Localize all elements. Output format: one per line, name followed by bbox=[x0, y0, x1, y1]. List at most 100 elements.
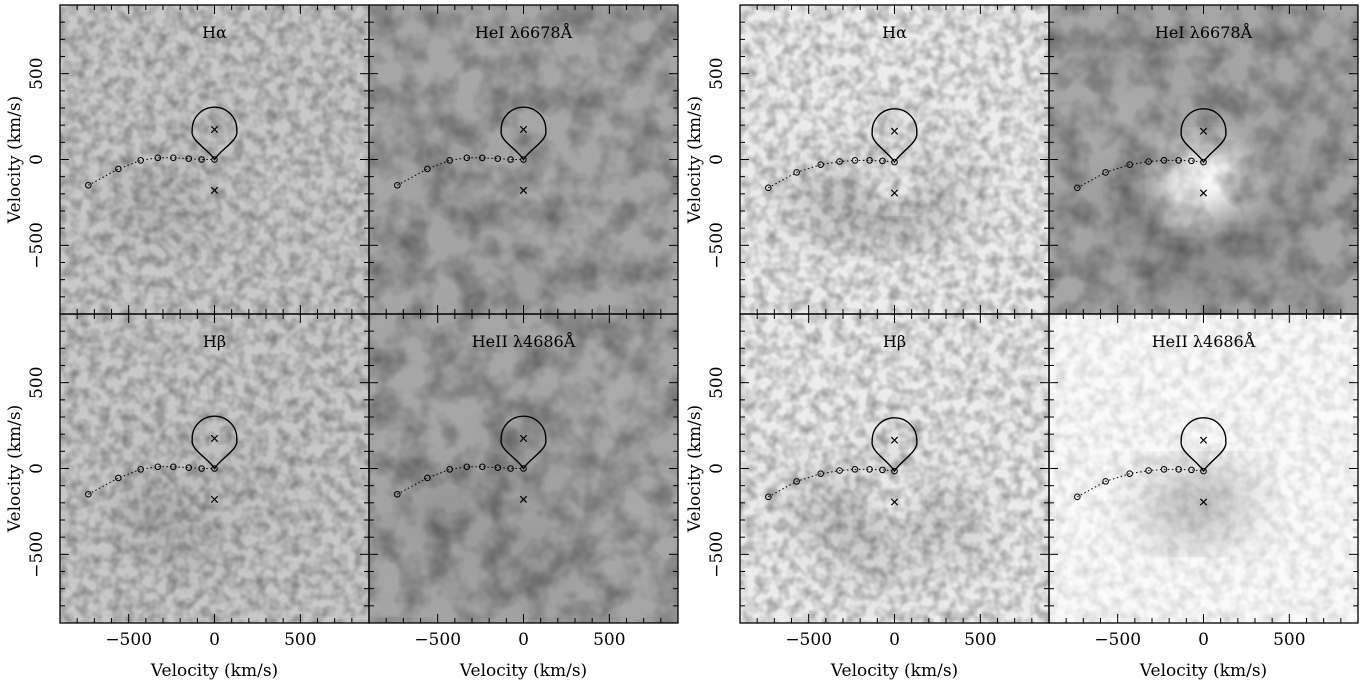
gas-stream-marker bbox=[494, 155, 502, 162]
primary-star-marker bbox=[1199, 189, 1208, 197]
gas-stream-marker bbox=[85, 181, 92, 189]
roche-lobe-outline bbox=[871, 417, 918, 473]
secondary-star-marker bbox=[519, 125, 528, 134]
secondary-star-marker bbox=[890, 127, 899, 135]
primary-star-marker bbox=[890, 498, 899, 506]
gas-stream-marker bbox=[154, 154, 162, 162]
gas-stream-marker bbox=[836, 467, 843, 474]
gas-stream-marker bbox=[1102, 169, 1109, 176]
y-tick-label: 0 bbox=[27, 463, 47, 474]
x-tick-label: −500 bbox=[414, 630, 461, 650]
roche-lobe-outline bbox=[500, 415, 547, 470]
gas-stream-marker bbox=[446, 466, 453, 473]
gas-stream-marker bbox=[765, 493, 772, 501]
overlay-right-4 bbox=[1074, 417, 1227, 506]
overlay-left-3 bbox=[85, 415, 238, 504]
y-tick-label: −500 bbox=[707, 531, 727, 578]
roche-lobe-outline bbox=[191, 415, 238, 470]
secondary-star-marker bbox=[210, 434, 219, 443]
gas-stream-marker bbox=[1160, 466, 1168, 473]
primary-star-marker bbox=[519, 495, 528, 504]
overlay-right-1 bbox=[765, 108, 918, 197]
gas-stream-path bbox=[768, 468, 895, 498]
roche-lobe-outline bbox=[191, 106, 238, 161]
y-tick-label: 0 bbox=[27, 154, 47, 165]
x-tick-label: −500 bbox=[105, 630, 152, 650]
gas-stream-marker bbox=[879, 157, 886, 165]
x-tick-label: 0 bbox=[518, 630, 529, 650]
gas-stream-marker bbox=[424, 474, 431, 482]
gas-stream-marker bbox=[154, 463, 162, 471]
x-tick-label: 500 bbox=[593, 630, 625, 650]
gas-stream-marker bbox=[211, 156, 218, 163]
gas-stream-marker bbox=[198, 465, 205, 472]
gas-stream-marker bbox=[185, 155, 193, 162]
gas-stream-marker bbox=[879, 466, 886, 474]
panel-label: HeI λ6678Å bbox=[475, 22, 573, 42]
frame-right-3 bbox=[739, 313, 1050, 624]
y-tick-label: −500 bbox=[707, 222, 727, 269]
gas-stream-path bbox=[1077, 159, 1204, 189]
gas-stream-marker bbox=[836, 158, 843, 165]
panel-label: HeII λ4686Å bbox=[1152, 331, 1256, 351]
panel-image bbox=[369, 5, 678, 314]
y-tick-label: 500 bbox=[27, 57, 47, 89]
gas-stream-marker bbox=[1200, 158, 1207, 166]
gas-stream-marker bbox=[115, 165, 122, 173]
y-tick-label: 500 bbox=[27, 366, 47, 398]
x-axis-title: Velocity (km/s) bbox=[830, 661, 958, 681]
gas-stream-path bbox=[397, 466, 524, 495]
gas-stream-marker bbox=[520, 156, 527, 163]
gas-stream-marker bbox=[1102, 478, 1109, 485]
gas-stream-marker bbox=[137, 157, 144, 164]
gas-stream-marker bbox=[817, 161, 824, 168]
overlay-right-3 bbox=[765, 417, 918, 506]
gas-stream-marker bbox=[1188, 466, 1195, 474]
gas-stream-path bbox=[768, 159, 895, 189]
overlay-right-2 bbox=[1074, 108, 1227, 197]
gas-stream-marker bbox=[198, 156, 205, 163]
overlay-left-1 bbox=[85, 106, 238, 195]
gas-stream-marker bbox=[424, 165, 431, 173]
gas-stream-path bbox=[1077, 468, 1204, 498]
panel-label: Hβ bbox=[883, 332, 906, 351]
y-tick-label: −500 bbox=[27, 222, 47, 269]
gas-stream-marker bbox=[1175, 157, 1182, 164]
gas-stream-marker bbox=[211, 465, 218, 472]
panel-label: Hα bbox=[882, 23, 907, 42]
gas-stream-marker bbox=[1188, 157, 1195, 165]
panel-left-2 bbox=[369, 5, 678, 314]
gas-stream-marker bbox=[463, 154, 471, 162]
gas-stream-marker bbox=[1126, 161, 1133, 168]
gas-stream-marker bbox=[1074, 493, 1081, 501]
primary-star-marker bbox=[210, 186, 219, 195]
y-tick-label: 0 bbox=[707, 154, 727, 165]
secondary-star-marker bbox=[519, 434, 528, 443]
y-axis-title: Velocity (km/s) bbox=[685, 405, 705, 533]
gas-stream-marker bbox=[494, 464, 502, 471]
gas-stream-marker bbox=[866, 157, 873, 164]
overlay-layer bbox=[85, 106, 1227, 506]
gas-stream-marker bbox=[479, 154, 486, 162]
gas-stream-marker bbox=[507, 465, 514, 472]
gas-stream-marker bbox=[170, 154, 177, 162]
gas-stream-marker bbox=[520, 465, 527, 472]
x-tick-label: 500 bbox=[1273, 630, 1305, 650]
primary-star-marker bbox=[1199, 498, 1208, 506]
x-axis-title: Velocity (km/s) bbox=[459, 661, 587, 681]
primary-star-marker bbox=[210, 495, 219, 504]
y-tick-label: 0 bbox=[707, 463, 727, 474]
roche-lobe-outline bbox=[871, 108, 918, 164]
panel-label: HeII λ4686Å bbox=[472, 331, 576, 351]
panel-right-3 bbox=[740, 314, 1049, 623]
x-axis-title: Velocity (km/s) bbox=[150, 661, 278, 681]
gas-stream-marker bbox=[1145, 158, 1152, 165]
gas-stream-marker bbox=[793, 478, 800, 485]
y-tick-label: 500 bbox=[707, 366, 727, 398]
gas-stream-marker bbox=[507, 156, 514, 163]
x-tick-label: 500 bbox=[284, 630, 316, 650]
x-tick-label: −500 bbox=[1094, 630, 1141, 650]
secondary-star-marker bbox=[1199, 436, 1208, 444]
y-axis-title: Velocity (km/s) bbox=[5, 96, 25, 224]
